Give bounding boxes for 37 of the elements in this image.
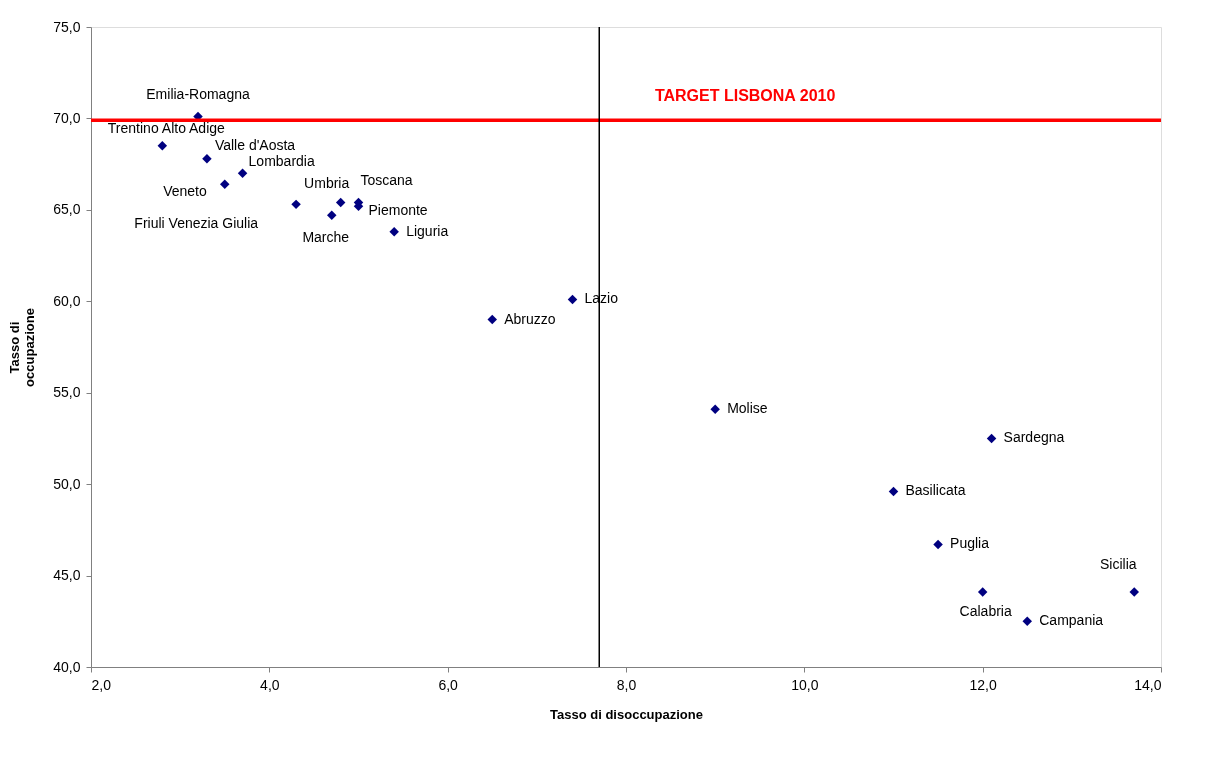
annotation: Sardegna <box>1003 429 1065 446</box>
annotation: Toscana <box>360 171 413 188</box>
x-tick-label: 4,0 <box>260 676 280 693</box>
annotation: Piemonte <box>368 202 428 219</box>
y-tick-label: 45,0 <box>53 567 81 584</box>
y-tick-label: 50,0 <box>53 475 81 492</box>
annotation: Molise <box>727 400 768 417</box>
annotation: Friuli Venezia Giulia <box>134 215 259 232</box>
annotation: Liguria <box>406 222 449 239</box>
x-tick-label: 10,0 <box>791 676 819 693</box>
x-tick-label: 2,0 <box>91 676 112 693</box>
x-tick-label: 12,0 <box>969 676 997 693</box>
y-tick-label: 55,0 <box>53 384 81 401</box>
annotation: Sicilia <box>1099 556 1137 573</box>
annotation: Abruzzo <box>504 310 556 327</box>
annotation: Marche <box>302 229 350 246</box>
y-tick-label: 40,0 <box>53 658 81 675</box>
y-tick-label: 60,0 <box>53 292 81 309</box>
annotation: Campania <box>1039 612 1104 629</box>
y-tick-label: 70,0 <box>53 109 81 126</box>
x-axis-title: Tasso di disoccupazione <box>550 706 703 722</box>
x-tick-label: 6,0 <box>438 676 459 693</box>
annotation: Emilia-Romagna <box>146 85 250 102</box>
annotation: Basilicata <box>905 482 966 499</box>
annotation: Valle d'Aosta <box>214 136 296 153</box>
y-axis-title: Tasso di occupazione <box>7 308 38 387</box>
annotation: Veneto <box>163 183 207 200</box>
annotation: Trentino Alto Adige <box>107 119 226 136</box>
x-tick-label: 8,0 <box>616 676 637 693</box>
y-tick-label: 65,0 <box>53 201 81 218</box>
annotation: Calabria <box>959 603 1012 620</box>
annotation: Puglia <box>950 535 990 552</box>
y-tick-label: 75,0 <box>53 18 81 35</box>
ref-line-label: TARGET LISBONA 2010 <box>654 87 836 105</box>
annotation: Umbria <box>304 174 350 191</box>
x-tick-label: 14,0 <box>1134 676 1162 693</box>
annotation: Lombardia <box>248 153 315 170</box>
